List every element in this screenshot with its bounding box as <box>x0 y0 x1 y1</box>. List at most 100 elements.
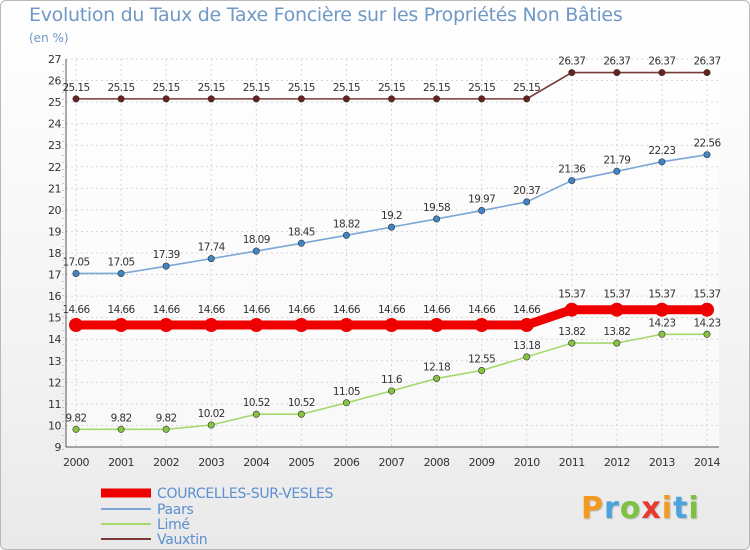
data-point <box>342 231 350 239</box>
data-point <box>433 374 441 382</box>
data-label: 17.05 <box>62 256 89 268</box>
data-point <box>252 410 260 418</box>
y-tick-label: 22 <box>48 161 61 174</box>
data-point <box>162 425 170 433</box>
data-label: 25.15 <box>153 82 180 94</box>
data-point <box>297 410 305 418</box>
data-point <box>564 302 579 317</box>
y-tick-label: 25 <box>48 96 61 109</box>
data-point <box>252 247 260 255</box>
data-label: 13.82 <box>603 326 630 338</box>
data-point <box>249 317 264 332</box>
data-point <box>654 302 669 317</box>
legend-label: Limé <box>157 517 190 533</box>
data-label: 14.66 <box>153 304 181 316</box>
data-label: 22.56 <box>693 138 721 150</box>
data-point <box>658 69 666 77</box>
data-point <box>478 95 486 103</box>
data-label: 17.05 <box>108 256 135 268</box>
logo-letter: i <box>661 491 674 526</box>
data-label: 26.37 <box>693 56 720 68</box>
data-label: 25.15 <box>468 82 495 94</box>
data-point <box>117 425 125 433</box>
data-label: 18.45 <box>288 226 315 238</box>
data-point <box>252 95 260 103</box>
data-point <box>523 353 531 361</box>
data-label: 9.82 <box>66 412 87 424</box>
data-point <box>613 69 621 77</box>
data-point <box>297 95 305 103</box>
data-point <box>613 339 621 347</box>
data-point <box>568 177 576 185</box>
data-point <box>568 339 576 347</box>
data-label: 12.18 <box>423 361 450 373</box>
data-point <box>114 317 129 332</box>
data-point <box>523 95 531 103</box>
data-label: 19.97 <box>468 194 495 206</box>
data-point <box>519 317 534 332</box>
legend-label: Vauxtin <box>157 532 207 548</box>
data-point <box>342 399 350 407</box>
data-label: 26.37 <box>648 56 675 68</box>
y-tick-label: 12 <box>48 376 61 389</box>
data-point <box>204 317 219 332</box>
data-label: 26.37 <box>558 56 585 68</box>
data-label: 20.37 <box>513 185 540 197</box>
chart-title: Evolution du Taux de Taxe Foncière sur l… <box>29 4 623 26</box>
data-label: 25.15 <box>333 82 360 94</box>
data-label: 14.66 <box>513 304 541 316</box>
x-tick-label: 2003 <box>198 456 224 469</box>
data-point <box>478 207 486 215</box>
y-tick-label: 19 <box>48 225 61 238</box>
x-tick-label: 2005 <box>288 456 314 469</box>
data-label: 14.66 <box>288 304 316 316</box>
data-label: 14.66 <box>423 304 451 316</box>
data-point <box>387 95 395 103</box>
data-point <box>609 302 624 317</box>
y-tick-label: 17 <box>48 269 61 282</box>
y-tick-label: 18 <box>48 247 61 260</box>
data-label: 25.15 <box>378 82 405 94</box>
data-point <box>69 317 83 332</box>
data-label: 15.37 <box>648 289 675 301</box>
data-point <box>117 269 125 277</box>
logo-letter: i <box>688 491 700 526</box>
data-point <box>658 158 666 166</box>
data-point <box>117 95 125 103</box>
data-point <box>162 95 170 103</box>
y-axis-unit: (en %) <box>29 31 69 45</box>
data-point <box>700 302 714 317</box>
data-label: 25.15 <box>62 82 89 94</box>
data-label: 25.15 <box>288 82 315 94</box>
data-point <box>387 387 395 395</box>
data-label: 14.23 <box>648 317 675 329</box>
data-point <box>339 317 354 332</box>
data-label: 21.79 <box>603 154 630 166</box>
data-label: 14.23 <box>693 317 720 329</box>
data-label: 18.82 <box>333 218 360 230</box>
data-point <box>703 69 711 77</box>
x-tick-label: 2009 <box>469 456 495 469</box>
logo-letter: o <box>619 491 642 526</box>
data-label: 21.36 <box>558 164 586 176</box>
data-label: 25.15 <box>423 82 450 94</box>
y-tick-label: 20 <box>48 204 61 217</box>
data-label: 15.37 <box>603 289 630 301</box>
data-label: 12.55 <box>468 353 495 365</box>
data-label: 25.15 <box>108 82 135 94</box>
data-label: 25.15 <box>243 82 270 94</box>
data-label: 17.74 <box>198 242 226 254</box>
data-point <box>72 425 80 433</box>
data-label: 14.66 <box>468 304 496 316</box>
data-label: 14.66 <box>333 304 361 316</box>
y-tick-label: 27 <box>48 53 61 66</box>
data-label: 14.66 <box>378 304 406 316</box>
data-point <box>523 198 531 206</box>
data-point <box>433 215 441 223</box>
legend-label: Paars <box>157 502 194 518</box>
logo-letter: r <box>604 491 620 526</box>
data-label: 10.52 <box>243 397 270 409</box>
data-label: 9.82 <box>111 412 132 424</box>
data-label: 22.23 <box>648 145 675 157</box>
